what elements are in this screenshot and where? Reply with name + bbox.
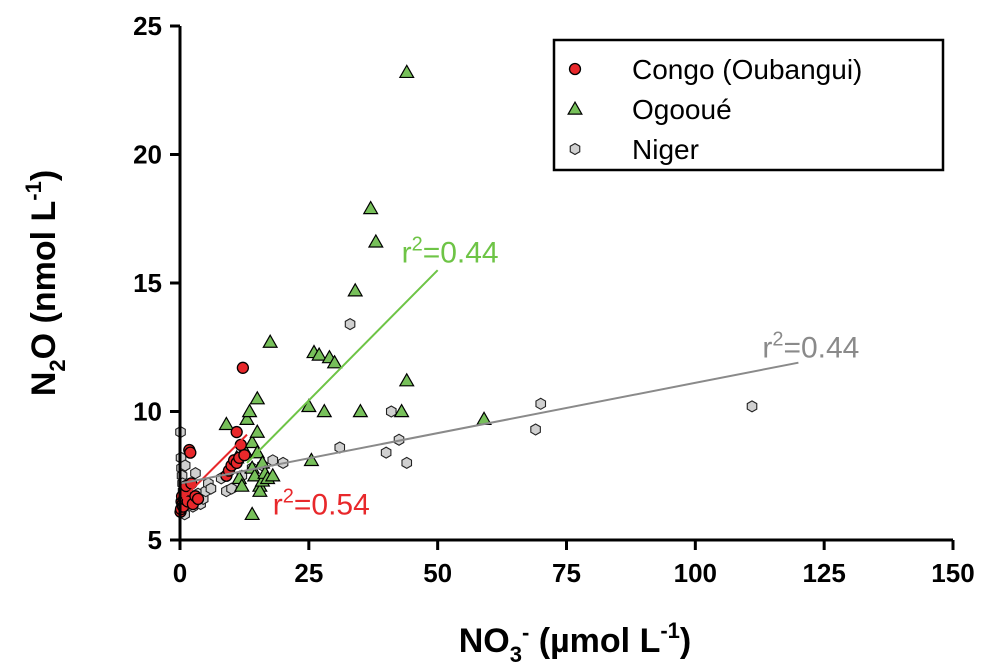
ogoou-point-26 (316, 403, 333, 418)
ogoou-point-9 (244, 506, 261, 521)
axes: 0 25 50 75 100 125 150 5 10 15 20 25 (133, 11, 975, 588)
niger-point-14 (190, 467, 201, 480)
niger-point-35 (530, 423, 541, 436)
ogoou-point-28 (326, 354, 343, 369)
niger-point-20 (205, 482, 217, 495)
legend-label-0: Congo (Oubangui) (632, 54, 862, 85)
congo-oubangui-point-15 (191, 492, 205, 506)
x-tick-label-100: 100 (674, 558, 717, 588)
ogoou-point-5 (239, 411, 255, 425)
ogoou-point-29 (347, 282, 364, 297)
legend-box (552, 38, 945, 172)
x-axis-title: NO3- (µmol L-1) (459, 618, 692, 667)
legend-label-2: Niger (632, 134, 699, 165)
x-tick-label-150: 150 (931, 558, 974, 588)
legend: Congo (Oubangui) Ogooué Niger (552, 38, 945, 172)
congo-oubangui-r2-label: r2=0.54 (273, 485, 370, 521)
ogoou-point-3 (233, 477, 250, 492)
legend-label-1: Ogooué (632, 94, 732, 125)
y-axis-title: N2O (nmol L-1) (21, 170, 70, 396)
ogoou-point-12 (249, 423, 266, 438)
ogoou-point-0 (218, 416, 235, 431)
y-tick-label-20: 20 (133, 140, 162, 170)
ogoou-fit-line (246, 269, 439, 464)
legend-marker-1 (567, 100, 583, 115)
y-tick-label-15: 15 (133, 268, 162, 298)
congo-oubangui-point-24 (238, 449, 251, 462)
niger-point-34 (401, 456, 413, 470)
niger-point-37 (746, 400, 758, 413)
niger-point-32 (385, 405, 397, 418)
y-tick-label-25: 25 (133, 11, 162, 41)
x-tick-label-0: 0 (173, 558, 187, 588)
ogoou-point-7 (244, 434, 261, 449)
x-tick-label-75: 75 (552, 558, 581, 588)
ogoou-point-6 (241, 403, 258, 418)
congo-oubangui-point-11 (184, 446, 197, 459)
y-tick-label-10: 10 (133, 397, 162, 427)
x-tick-label-50: 50 (423, 558, 452, 588)
ogoou-point-35 (398, 64, 415, 79)
legend-marker-2 (569, 142, 581, 156)
congo-oubangui-point-22 (230, 425, 243, 439)
niger-point-30 (344, 317, 356, 331)
ogoou-point-21 (264, 467, 281, 482)
ogoou-point-30 (352, 403, 369, 418)
ogoou-point-25 (311, 346, 328, 361)
x-tick-label-25: 25 (294, 558, 323, 588)
niger-point-23 (226, 482, 237, 495)
ogoou-point-15 (251, 483, 268, 497)
ogoou-r2-label: r2=0.44 (402, 233, 499, 269)
niger-point-31 (380, 446, 392, 459)
ogoou-point-31 (362, 200, 379, 215)
x-tick-label-125: 125 (802, 558, 845, 588)
ogoou-point-20 (262, 334, 279, 348)
ogoou-point-34 (398, 372, 415, 387)
niger-point-9 (179, 459, 191, 472)
niger-point-36 (535, 397, 547, 410)
ogoou-point-11 (249, 390, 266, 405)
y-tick-label-5: 5 (148, 525, 162, 555)
niger-r2-label: r2=0.44 (762, 329, 859, 365)
niger-fit-line (179, 361, 799, 485)
ogoou-point-22 (300, 398, 317, 413)
congo-oubangui-point-25 (236, 361, 250, 374)
legend-marker-0 (568, 62, 582, 76)
congo-oubangui-fit-line (181, 433, 248, 500)
ogoou-point-32 (367, 233, 384, 248)
ogoou-point-33 (393, 403, 410, 418)
